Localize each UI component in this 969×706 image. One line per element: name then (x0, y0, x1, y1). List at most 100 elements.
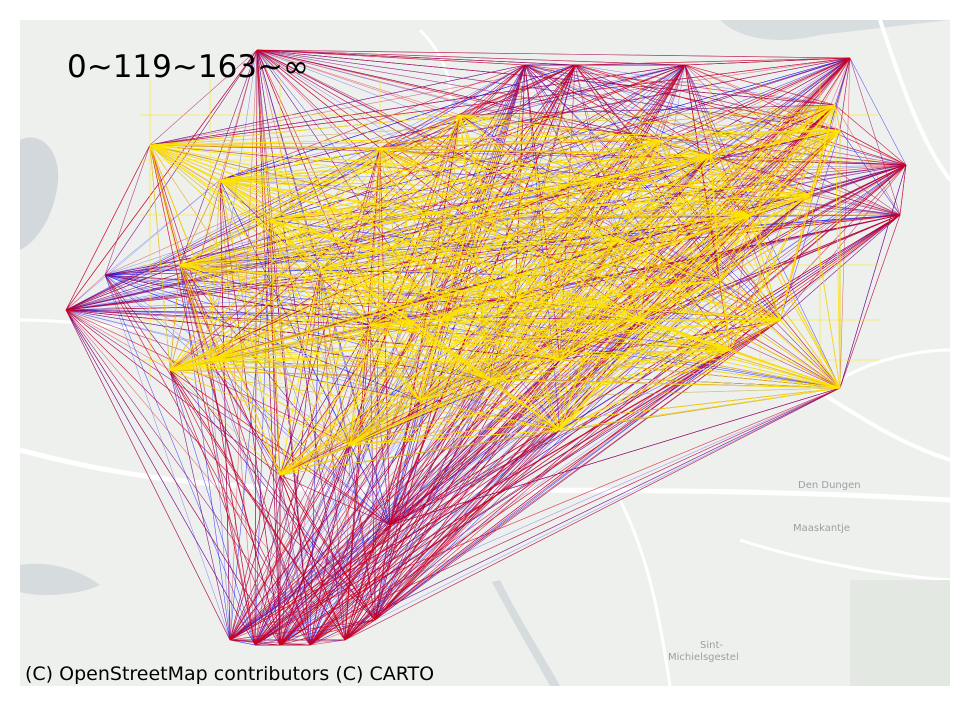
flow-edge (344, 359, 561, 641)
flow-edge (179, 264, 211, 361)
flow-edge (149, 144, 321, 271)
flow-edge (179, 264, 371, 326)
flow-edge (149, 144, 621, 241)
flow-edge (279, 379, 491, 476)
flow-edge (65, 309, 281, 476)
flow-edge (279, 429, 561, 476)
map-canvas[interactable]: Den Dungen Maaskantje Sint- Michielsgest… (20, 20, 950, 686)
flow-edge (834, 104, 907, 166)
flow-edge (169, 114, 461, 371)
flow-edge (524, 64, 711, 156)
flow-edge (389, 57, 851, 526)
flow-edge (839, 129, 901, 216)
flow-edge (279, 64, 576, 476)
flow-edge (809, 194, 841, 389)
flow-edge (209, 179, 601, 361)
flow-edge (349, 104, 836, 446)
flow-edge (65, 309, 351, 446)
flow-edge (349, 429, 561, 446)
flow-edge (659, 139, 907, 166)
flow-edge (489, 379, 841, 389)
flow-edge (379, 147, 841, 389)
flow-edge (659, 104, 836, 141)
flow-edge (369, 219, 471, 326)
flow-edge (169, 64, 576, 371)
flow-edge (254, 444, 351, 646)
flow-edge (279, 114, 461, 646)
flow-edge (279, 359, 561, 476)
flow-edge (104, 274, 731, 351)
flow-edge (849, 57, 901, 216)
flow-edge (419, 104, 836, 401)
flow-edge (279, 179, 601, 476)
flow-edge (229, 194, 811, 641)
pond-southwest (20, 563, 100, 596)
flow-edge (229, 639, 311, 646)
flow-edge (149, 64, 686, 146)
flow-edge (459, 114, 711, 156)
flow-edge (104, 179, 221, 276)
flow-edge (559, 349, 731, 361)
flow-edge (279, 57, 851, 646)
flow-edge (179, 179, 221, 266)
flow-edge (779, 57, 851, 321)
flow-edge (319, 269, 561, 431)
flow-edge (349, 349, 731, 446)
flow-edge (229, 639, 256, 646)
flow-edge (834, 104, 841, 389)
flow-edge (254, 387, 841, 646)
flow-edge (149, 144, 351, 446)
flow-edge (419, 387, 841, 401)
flow-edge (459, 114, 516, 301)
flow-edge (574, 57, 851, 66)
flow-edge (379, 147, 721, 281)
flow-edge (599, 179, 751, 216)
flow-edge (269, 64, 686, 221)
flow-edge (809, 104, 836, 196)
flow-edge (229, 279, 721, 641)
flow-edge (374, 349, 731, 621)
flow-edge (229, 279, 721, 641)
map-attribution: (C) OpenStreetMap contributors (C) CARTO (25, 663, 435, 685)
flow-edge (379, 104, 836, 149)
river-south (492, 580, 560, 686)
flow-edge (179, 239, 621, 266)
road-f (20, 318, 141, 332)
flow-edge (179, 264, 281, 476)
flow-edge (559, 214, 901, 361)
flow-edge (439, 319, 561, 431)
flow-edge (219, 179, 321, 271)
flow-edge (149, 144, 641, 321)
road-h (739, 538, 950, 582)
flow-edge (379, 147, 561, 361)
flow-edge (279, 387, 841, 476)
flow-edge (209, 64, 686, 361)
flow-edge (419, 114, 461, 401)
flow-edge (104, 274, 311, 646)
flow-edge (209, 104, 836, 361)
flow-edge (849, 57, 907, 166)
flow-edge (209, 64, 526, 361)
flow-edge (149, 114, 461, 146)
flow-edge (319, 269, 841, 389)
flow-edge (149, 144, 281, 646)
flow-edge (254, 114, 461, 646)
flow-edge (439, 154, 711, 321)
flow-edge (279, 429, 561, 646)
flow-edge (256, 49, 751, 216)
flow-edge (269, 219, 441, 321)
flow-edge (639, 57, 851, 321)
flow-edge (839, 129, 907, 166)
flow-edge (219, 179, 471, 221)
flow-edge (469, 219, 731, 351)
flow-edge (209, 49, 258, 361)
flow-edge (344, 164, 907, 641)
flow-edge (229, 319, 641, 641)
flow-edge (269, 219, 516, 301)
flow-edge (169, 369, 256, 646)
flow-edge (104, 274, 421, 401)
flow-edge (256, 49, 841, 131)
flow-edge (209, 359, 391, 526)
flow-edge (104, 49, 258, 276)
flow-edge (719, 279, 731, 351)
